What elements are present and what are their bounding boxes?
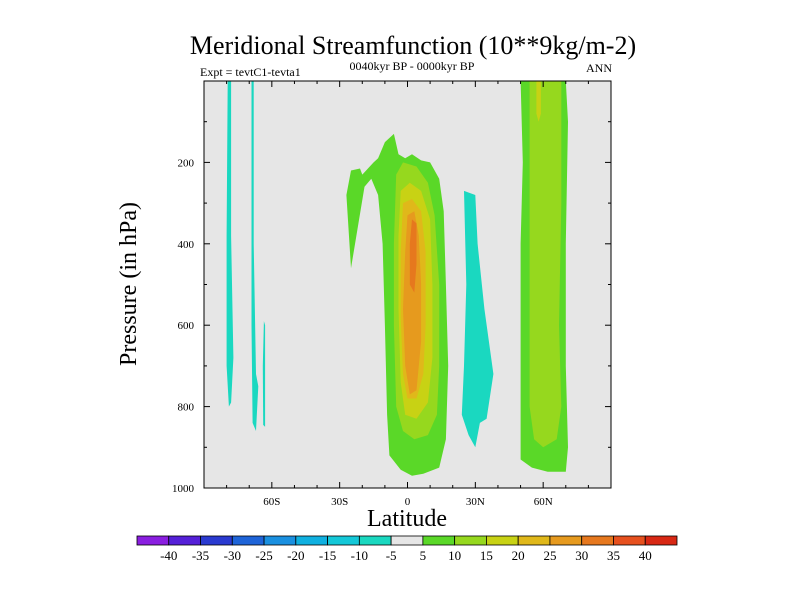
colorbar-swatch: [390, 535, 424, 546]
y-tick-label: 200: [178, 157, 195, 169]
colorbar-label: 40: [639, 548, 652, 563]
colorbar-swatch: [168, 535, 201, 546]
negative-cell-sh-polar-a: [226, 81, 234, 407]
y-tick-label: 600: [178, 320, 195, 332]
contour-fills: [226, 81, 568, 476]
colorbar-swatch: [231, 535, 265, 546]
colorbar-label: -40: [160, 548, 177, 563]
colorbar-swatch: [327, 535, 360, 546]
plot-area: 60S 30S 0 30N 60N 200 400 600 800 1000: [172, 80, 612, 508]
positive-cell-hadley-30: [409, 219, 417, 293]
colorbar-label: 15: [480, 548, 493, 563]
colorbar-swatch: [200, 535, 233, 546]
colorbar-swatch: [517, 535, 551, 546]
colorbar: -40 -35 -30 -25 -20 -15 -10 -5 5 10 15 20 25 30 35 40: [136, 535, 678, 563]
colorbar-label: 10: [448, 548, 461, 563]
x-tick-label: 30S: [331, 496, 348, 508]
season-label: ANN: [586, 61, 612, 75]
colorbar-swatch: [581, 535, 614, 546]
colorbar-label: -15: [319, 548, 336, 563]
colorbar-label: 35: [607, 548, 620, 563]
colorbar-swatch: [358, 535, 392, 546]
colorbar-label: 25: [543, 548, 556, 563]
colorbar-swatch: [263, 535, 297, 546]
colorbar-label: -5: [386, 548, 397, 563]
colorbar-label: -10: [351, 548, 368, 563]
positive-cell-nh-midlat-15: [536, 81, 541, 122]
y-tick-label: 800: [178, 402, 195, 414]
chart-title: Meridional Streamfunction (10**9kg/m-2): [190, 31, 636, 60]
x-axis-label: Latitude: [367, 506, 447, 532]
colorbar-label: 5: [420, 548, 427, 563]
y-tick-label: 1000: [172, 483, 195, 495]
colorbar-swatch: [486, 535, 519, 546]
colorbar-label: -20: [287, 548, 304, 563]
y-axis-label: Pressure (in hPa): [116, 202, 142, 366]
colorbar-label: -25: [255, 548, 272, 563]
colorbar-swatch: [422, 535, 456, 546]
y-tick-label: 400: [178, 239, 195, 251]
positive-cell-nh-midlat-10: [529, 81, 562, 448]
colorbar-swatch: [454, 535, 487, 546]
x-axis-ticks: 60S 30S 0 30N 60N: [226, 81, 589, 508]
colorbar-swatch: [136, 535, 170, 546]
period-label: 0040kyr BP - 0000kyr BP: [350, 59, 475, 73]
negative-cell-sh-polar-b: [251, 81, 259, 431]
colorbar-label: -30: [224, 548, 241, 563]
negative-cell-sh-polar-c: [262, 321, 266, 427]
colorbar-swatch: [549, 535, 583, 546]
negative-cell-nh-subtropics: [461, 190, 494, 448]
x-tick-label: 30N: [466, 496, 485, 508]
colorbar-label: -35: [192, 548, 209, 563]
y-axis-ticks: 200 400 600 800 1000: [172, 121, 611, 495]
x-tick-label: 60S: [263, 496, 280, 508]
x-tick-label: 0: [405, 496, 411, 508]
colorbar-label: 30: [575, 548, 588, 563]
x-tick-label: 60N: [534, 496, 553, 508]
colorbar-label: 20: [512, 548, 525, 563]
colorbar-swatch: [295, 535, 328, 546]
colorbar-swatch: [644, 535, 678, 546]
experiment-label: Expt = tevtC1-tevta1: [200, 65, 301, 79]
positive-cell-hadley-25: [403, 211, 422, 395]
colorbar-swatch: [613, 535, 646, 546]
